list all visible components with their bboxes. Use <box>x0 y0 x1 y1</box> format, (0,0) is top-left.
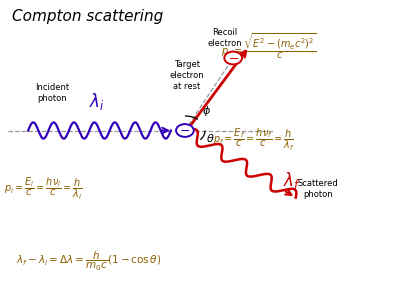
Text: $\phi$: $\phi$ <box>201 104 210 118</box>
Text: Recoil
electron: Recoil electron <box>207 28 242 48</box>
Text: $p_i = \dfrac{E_i}{c} = \dfrac{h\nu_i}{c} = \dfrac{h}{\lambda_i}$: $p_i = \dfrac{E_i}{c} = \dfrac{h\nu_i}{c… <box>4 175 83 202</box>
Text: $p_e = \dfrac{\sqrt{E^2-(m_e c^2)^2}}{c}$: $p_e = \dfrac{\sqrt{E^2-(m_e c^2)^2}}{c}… <box>221 32 316 61</box>
Text: $\theta$: $\theta$ <box>205 132 214 144</box>
Text: $-$: $-$ <box>227 52 238 64</box>
Circle shape <box>224 52 241 64</box>
Text: $\lambda_f$: $\lambda_f$ <box>282 170 300 191</box>
Text: $\lambda_f - \lambda_i = \Delta\lambda = \dfrac{h}{m_0 c}(1-\cos\theta)$: $\lambda_f - \lambda_i = \Delta\lambda =… <box>16 249 161 273</box>
Text: $p_f = \dfrac{E_f}{c} = \dfrac{h\nu_f}{c} = \dfrac{h}{\lambda_f}$: $p_f = \dfrac{E_f}{c} = \dfrac{h\nu_f}{c… <box>213 126 294 153</box>
Text: Target
electron
at rest: Target electron at rest <box>169 60 204 91</box>
Text: Compton scattering: Compton scattering <box>12 9 163 24</box>
Text: $-$: $-$ <box>179 124 190 137</box>
Circle shape <box>176 124 193 137</box>
Text: Incident
photon: Incident photon <box>35 83 69 103</box>
Text: Scattered
photon: Scattered photon <box>297 179 337 199</box>
Text: $\lambda_i$: $\lambda_i$ <box>88 91 104 112</box>
